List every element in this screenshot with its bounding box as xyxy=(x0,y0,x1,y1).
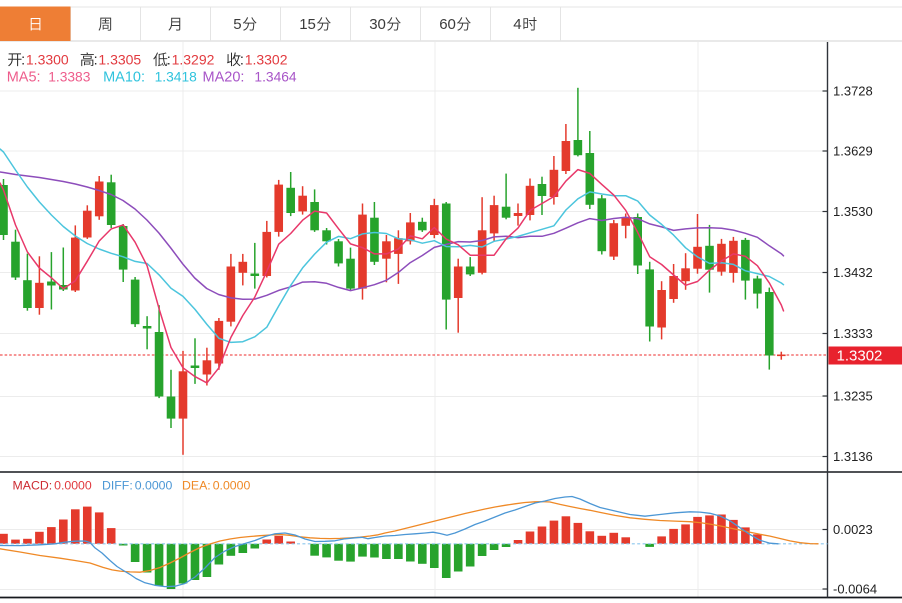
svg-text:4: 4 xyxy=(513,16,521,33)
svg-text:DEA:0.0000: DEA: 0.0000 xyxy=(182,479,250,493)
svg-text:1.3383: 1.3383 xyxy=(48,70,91,85)
svg-text::: : xyxy=(94,53,98,69)
svg-text:DIFF:0.0000: DIFF: 0.0000 xyxy=(102,479,173,493)
svg-text:1.3432: 1.3432 xyxy=(833,265,873,280)
svg-text:1.3305: 1.3305 xyxy=(98,52,141,68)
svg-text:1.3464: 1.3464 xyxy=(254,70,297,85)
svg-text:-0.0064: -0.0064 xyxy=(833,582,877,597)
svg-text:1.3136: 1.3136 xyxy=(833,449,873,464)
svg-text:15: 15 xyxy=(299,16,316,33)
svg-text:1.3418: 1.3418 xyxy=(155,70,198,85)
svg-text:1.3728: 1.3728 xyxy=(833,84,873,99)
svg-text:1.3629: 1.3629 xyxy=(833,144,873,159)
svg-text:MA20:: MA20: xyxy=(203,70,245,86)
svg-text:1.3302: 1.3302 xyxy=(245,52,288,68)
svg-text:60: 60 xyxy=(439,16,456,33)
svg-text:5: 5 xyxy=(233,16,241,33)
svg-text::: : xyxy=(167,53,171,69)
svg-text::: : xyxy=(240,53,244,69)
svg-text:1.3292: 1.3292 xyxy=(172,52,215,68)
svg-text:MA10:: MA10: xyxy=(103,70,145,86)
svg-text:1.3530: 1.3530 xyxy=(833,204,873,219)
svg-text:1.3302: 1.3302 xyxy=(837,348,883,365)
svg-text:0.0023: 0.0023 xyxy=(833,522,873,537)
svg-text::: : xyxy=(21,53,25,69)
svg-text:MA5:: MA5: xyxy=(7,70,41,86)
svg-text:1.3300: 1.3300 xyxy=(26,52,69,68)
svg-text:30: 30 xyxy=(369,16,386,33)
svg-text:1.3235: 1.3235 xyxy=(833,389,873,404)
svg-text:1.3333: 1.3333 xyxy=(833,326,873,341)
